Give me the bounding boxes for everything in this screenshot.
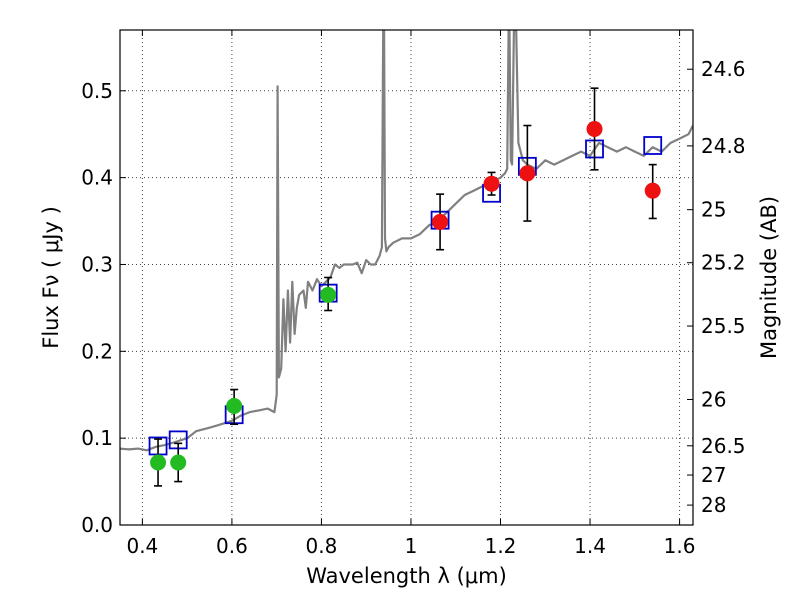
x-tick-label: 0.6: [216, 534, 248, 558]
data-point: [519, 165, 536, 182]
y-tick-label: 0.3: [81, 252, 113, 276]
spectrum-line: [120, 30, 693, 452]
axis-ticks: 0.4 0.6 0.8 1 1.2 1.4 1.6 0.0 0.1 0.2 0.3 0.4 0.5 24.…: [81, 30, 746, 558]
mag-tick-label: 28: [701, 493, 726, 517]
y-tick-label: 0.2: [81, 339, 113, 363]
data-point: [226, 398, 243, 415]
mag-tick-label: 26.5: [701, 434, 746, 458]
mag-tick-label: 27: [701, 463, 726, 487]
data-point: [150, 454, 167, 471]
y-axis-label: Flux Fν ( μJy ): [39, 206, 63, 349]
mag-tick-label: 25: [701, 198, 726, 222]
data-point: [644, 182, 661, 199]
data-point: [432, 213, 449, 230]
x-tick-label: 1.2: [485, 534, 517, 558]
data-point: [483, 175, 500, 192]
mag-tick-label: 26: [701, 387, 726, 411]
data-point: [586, 121, 603, 137]
x-tick-label: 0.8: [306, 534, 338, 558]
x-tick-label: 1.4: [574, 534, 606, 558]
x-axis-label: Wavelength λ (μm): [306, 564, 507, 588]
y-tick-label: 0.4: [81, 166, 113, 190]
mag-tick-label: 25.5: [701, 314, 746, 338]
mag-tick-label: 24.6: [701, 57, 746, 81]
model-point: [643, 136, 663, 155]
x-tick-label: 1.6: [664, 534, 696, 558]
x-tick-label: 0.4: [126, 534, 158, 558]
data-point: [320, 286, 337, 303]
mag-tick-label: 25.2: [701, 251, 746, 275]
data-point: [170, 454, 187, 471]
mag-tick-label: 24.8: [701, 134, 746, 158]
x-tick-label: 1: [405, 534, 418, 558]
y-tick-label: 0.0: [81, 513, 113, 537]
y-axis-label-right: Magnitude (AB): [757, 196, 781, 359]
plot-frame: [119, 29, 694, 526]
grid: [120, 30, 693, 526]
y-tick-label: 0.5: [81, 79, 113, 103]
y-tick-label: 0.1: [81, 426, 113, 450]
plot-series: [120, 30, 693, 487]
